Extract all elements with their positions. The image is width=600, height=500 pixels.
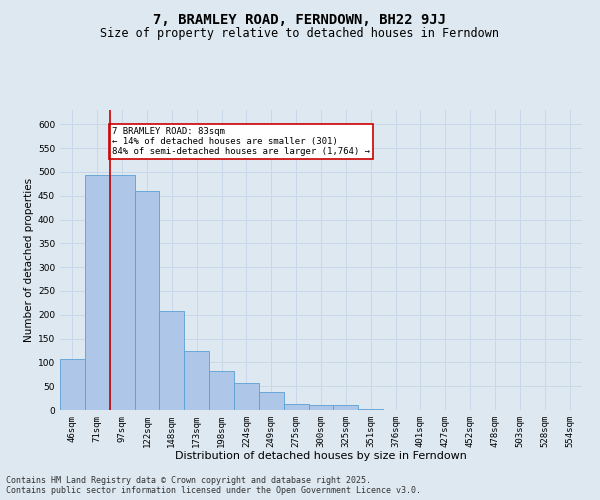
Bar xyxy=(85,175,110,410)
Bar xyxy=(209,371,234,410)
Bar xyxy=(184,351,209,410)
Bar xyxy=(160,312,184,410)
Bar xyxy=(60,359,85,410)
X-axis label: Distribution of detached houses by size in Ferndown: Distribution of detached houses by size … xyxy=(175,452,467,462)
Bar xyxy=(358,408,383,410)
Y-axis label: Number of detached properties: Number of detached properties xyxy=(24,178,34,342)
Bar xyxy=(134,191,160,410)
Bar xyxy=(234,383,259,410)
Text: 7 BRAMLEY ROAD: 83sqm
← 14% of detached houses are smaller (301)
84% of semi-det: 7 BRAMLEY ROAD: 83sqm ← 14% of detached … xyxy=(112,126,370,156)
Bar xyxy=(110,175,134,410)
Bar xyxy=(284,404,308,410)
Bar xyxy=(334,405,358,410)
Text: Size of property relative to detached houses in Ferndown: Size of property relative to detached ho… xyxy=(101,28,499,40)
Bar xyxy=(308,405,334,410)
Text: 7, BRAMLEY ROAD, FERNDOWN, BH22 9JJ: 7, BRAMLEY ROAD, FERNDOWN, BH22 9JJ xyxy=(154,12,446,26)
Bar xyxy=(259,392,284,410)
Text: Contains HM Land Registry data © Crown copyright and database right 2025.
Contai: Contains HM Land Registry data © Crown c… xyxy=(6,476,421,495)
